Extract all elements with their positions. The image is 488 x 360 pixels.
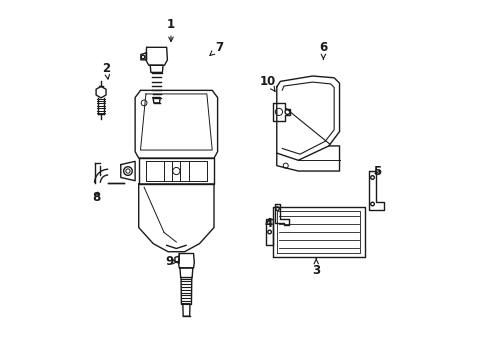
- Text: 5: 5: [372, 165, 381, 177]
- Text: 7: 7: [209, 41, 223, 55]
- Text: 10: 10: [259, 75, 275, 91]
- Text: 2: 2: [102, 62, 110, 79]
- Text: 4: 4: [264, 217, 272, 230]
- Text: 3: 3: [311, 258, 320, 277]
- Text: 8: 8: [92, 191, 101, 204]
- Text: 9: 9: [165, 255, 177, 268]
- Text: 1: 1: [166, 18, 175, 41]
- Text: 6: 6: [319, 41, 327, 59]
